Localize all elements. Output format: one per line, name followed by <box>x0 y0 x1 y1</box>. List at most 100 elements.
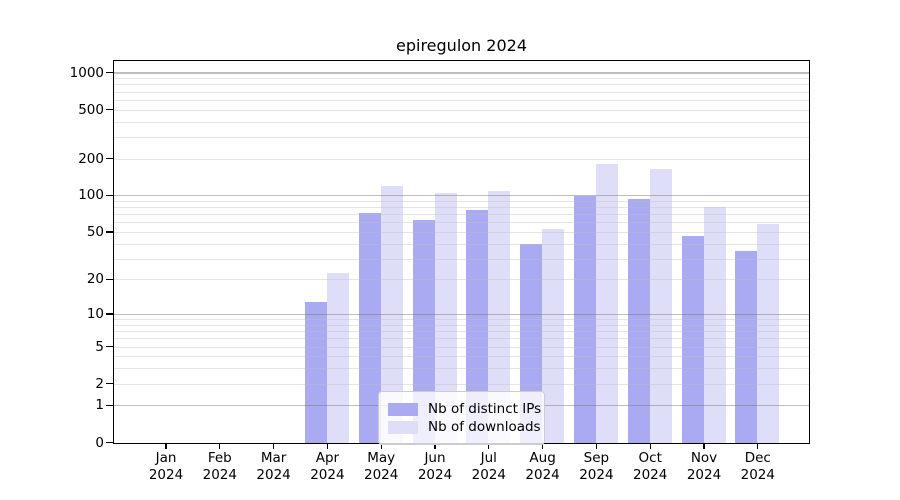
gridline-50 <box>114 231 809 233</box>
x-tick-label-jan: Jan 2024 <box>126 450 206 483</box>
bar-downloads-dec <box>757 223 780 443</box>
x-tick-sep <box>595 444 598 449</box>
y-tick-label-100: 100 <box>78 187 104 204</box>
bar-downloads-sep <box>595 163 618 443</box>
x-tick-label-may: May 2024 <box>341 450 421 483</box>
month-year: 2024 <box>148 466 184 483</box>
gridline-3 <box>114 368 809 370</box>
month-name: Aug <box>529 450 556 466</box>
x-tick-apr <box>326 444 329 449</box>
y-tick-0 <box>106 441 113 444</box>
month-name: Oct <box>638 450 662 466</box>
month-year: 2024 <box>202 466 237 483</box>
x-tick-label-apr: Apr 2024 <box>287 450 367 483</box>
y-tick-50 <box>106 231 113 233</box>
x-tick-label-jun: Jun 2024 <box>395 450 475 483</box>
x-tick-label-feb: Feb 2024 <box>180 450 260 483</box>
gridline-5 <box>114 346 809 348</box>
bar-distinct-ips-nov <box>681 235 704 443</box>
y-tick-500 <box>106 108 113 111</box>
gridline-6 <box>114 338 809 340</box>
gridline-80 <box>114 207 809 209</box>
legend-swatch-downloads <box>388 420 418 434</box>
gridline-300 <box>114 136 809 138</box>
gridline-90 <box>114 200 809 202</box>
month-year: 2024 <box>256 466 291 483</box>
gridline-40 <box>114 243 809 245</box>
x-tick-label-mar: Mar 2024 <box>234 450 314 483</box>
x-tick-jul <box>488 444 490 449</box>
y-tick-label-5: 5 <box>95 338 104 355</box>
month-year: 2024 <box>740 466 775 483</box>
gridline-900 <box>114 78 809 80</box>
x-tick-label-nov: Nov 2024 <box>664 450 744 483</box>
bar-downloads-may <box>380 186 403 443</box>
month-name: Mar <box>260 450 287 466</box>
month-name: Nov <box>690 450 718 466</box>
y-tick-label-2: 2 <box>95 375 104 392</box>
x-tick-label-jul: Jul 2024 <box>449 450 529 483</box>
y-tick-label-1000: 1000 <box>69 64 104 81</box>
gridline-700 <box>114 91 809 93</box>
gridline-8 <box>114 324 809 326</box>
x-tick-oct <box>649 444 651 449</box>
gridline-4 <box>114 356 809 358</box>
bar-downloads-oct <box>649 168 672 443</box>
month-name: Apr <box>315 450 340 466</box>
x-tick-mar <box>272 444 275 449</box>
y-tick-10 <box>106 313 113 315</box>
month-year: 2024 <box>364 466 399 483</box>
y-tick-label-20: 20 <box>86 271 104 288</box>
bar-distinct-ips-jun <box>412 220 435 443</box>
month-year: 2024 <box>525 466 560 483</box>
legend: Nb of distinct IPs Nb of downloads <box>378 391 545 445</box>
month-name: Jan <box>155 450 177 466</box>
y-tick-label-500: 500 <box>78 101 104 118</box>
y-tick-label-1: 1 <box>95 397 104 414</box>
chart-title: epiregulon 2024 <box>396 36 527 55</box>
gridline-9 <box>114 319 809 321</box>
bar-distinct-ips-oct <box>627 198 650 443</box>
gridline-800 <box>114 84 809 86</box>
month-year: 2024 <box>686 466 722 483</box>
legend-label-distinct-ips: Nb of distinct IPs <box>428 401 542 417</box>
month-year: 2024 <box>633 466 668 483</box>
legend-entry-downloads: Nb of downloads <box>388 419 541 435</box>
plot-area: Nb of distinct IPs Nb of downloads <box>113 60 810 445</box>
y-tick-label-0: 0 <box>95 434 104 451</box>
y-tick-1000 <box>106 71 113 74</box>
x-tick-feb <box>219 444 221 449</box>
y-tick-label-50: 50 <box>86 223 104 240</box>
y-tick-label-10: 10 <box>86 306 104 323</box>
x-tick-jan <box>165 444 167 449</box>
gridline-1000 <box>114 72 809 74</box>
month-name: Feb <box>207 450 232 466</box>
gridline-70 <box>114 214 809 216</box>
gridline-600 <box>114 99 809 101</box>
bar-distinct-ips-dec <box>735 251 758 443</box>
x-tick-jun <box>434 444 436 449</box>
x-tick-label-oct: Oct 2024 <box>610 450 690 483</box>
month-name: May <box>367 450 396 466</box>
x-tick-may <box>380 444 382 449</box>
month-name: Jul <box>480 450 497 466</box>
bar-distinct-ips-may <box>358 213 381 443</box>
y-tick-label-200: 200 <box>78 150 104 167</box>
legend-entry-distinct-ips: Nb of distinct IPs <box>388 401 541 417</box>
gridline-2 <box>114 383 809 385</box>
x-tick-nov <box>703 444 705 449</box>
gridline-400 <box>114 121 809 123</box>
month-year: 2024 <box>471 466 506 483</box>
gridline-60 <box>114 222 809 224</box>
gridline-30 <box>114 258 809 260</box>
bar-downloads-nov <box>703 207 726 443</box>
x-tick-label-dec: Dec 2024 <box>718 450 798 483</box>
gridline-500 <box>114 109 809 111</box>
bar-distinct-ips-sep <box>573 195 596 443</box>
y-tick-5 <box>106 345 113 348</box>
gridline-200 <box>114 158 809 160</box>
y-tick-200 <box>106 157 113 160</box>
x-tick-label-sep: Sep 2024 <box>556 450 636 483</box>
gridline-100 <box>114 195 809 197</box>
